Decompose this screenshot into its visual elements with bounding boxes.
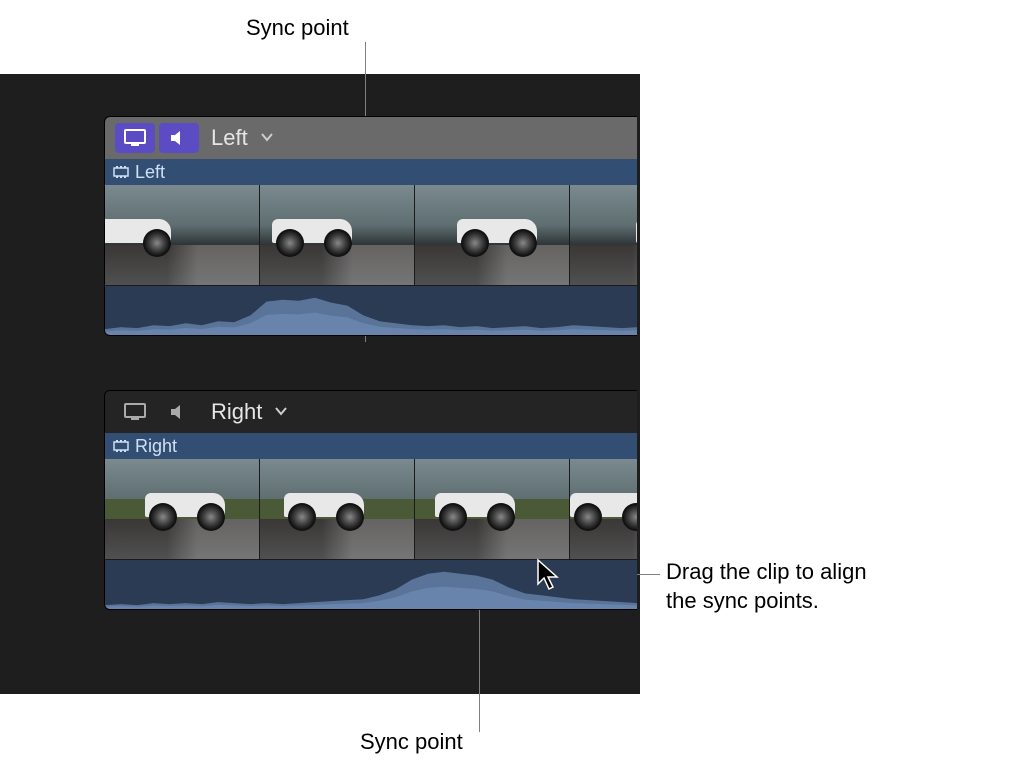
thumbnail	[415, 185, 570, 285]
audio-waveform-right[interactable]	[105, 559, 637, 609]
thumbnail	[570, 185, 637, 285]
callout-bottom: Sync point	[360, 728, 463, 757]
angle-title-label: Right	[211, 399, 262, 425]
speaker-icon	[169, 403, 189, 421]
callout-right-line1: Drag the clip to align	[666, 559, 867, 584]
callout-top: Sync point	[246, 14, 349, 43]
audio-disabled-button[interactable]	[159, 397, 199, 427]
chevron-down-icon[interactable]	[274, 403, 288, 421]
audio-enabled-button[interactable]	[159, 123, 199, 153]
callout-line-bottom	[479, 610, 480, 732]
angle-header-left[interactable]: Left	[105, 117, 637, 159]
thumbnails-right[interactable]	[105, 459, 637, 559]
monitor-icon	[124, 129, 146, 147]
thumbnail	[260, 185, 415, 285]
clip-name-label: Left	[135, 162, 165, 183]
video-enabled-button[interactable]	[115, 123, 155, 153]
clip-label-right[interactable]: Right	[105, 433, 637, 459]
thumbnail	[105, 185, 260, 285]
filmstrip-icon	[113, 439, 129, 453]
thumbnail	[570, 459, 637, 559]
angle-title-label: Left	[211, 125, 248, 151]
waveform-svg	[105, 560, 637, 609]
clip-label-left[interactable]: Left	[105, 159, 637, 185]
thumbnail	[260, 459, 415, 559]
thumbnail	[415, 459, 570, 559]
waveform-svg	[105, 286, 637, 335]
audio-waveform-left[interactable]	[105, 285, 637, 335]
angle-header-right[interactable]: Right	[105, 391, 637, 433]
angle-panel-right: Right Right	[104, 390, 637, 610]
chevron-down-icon[interactable]	[260, 129, 274, 147]
clip-name-label: Right	[135, 436, 177, 457]
thumbnails-left[interactable]	[105, 185, 637, 285]
video-disabled-button[interactable]	[115, 397, 155, 427]
speaker-icon	[169, 129, 189, 147]
angle-panel-left: Left Left	[104, 116, 637, 336]
thumbnail	[105, 459, 260, 559]
filmstrip-icon	[113, 165, 129, 179]
callout-right-line2: the sync points.	[666, 588, 819, 613]
monitor-icon	[124, 403, 146, 421]
callout-right: Drag the clip to align the sync points.	[666, 558, 867, 615]
